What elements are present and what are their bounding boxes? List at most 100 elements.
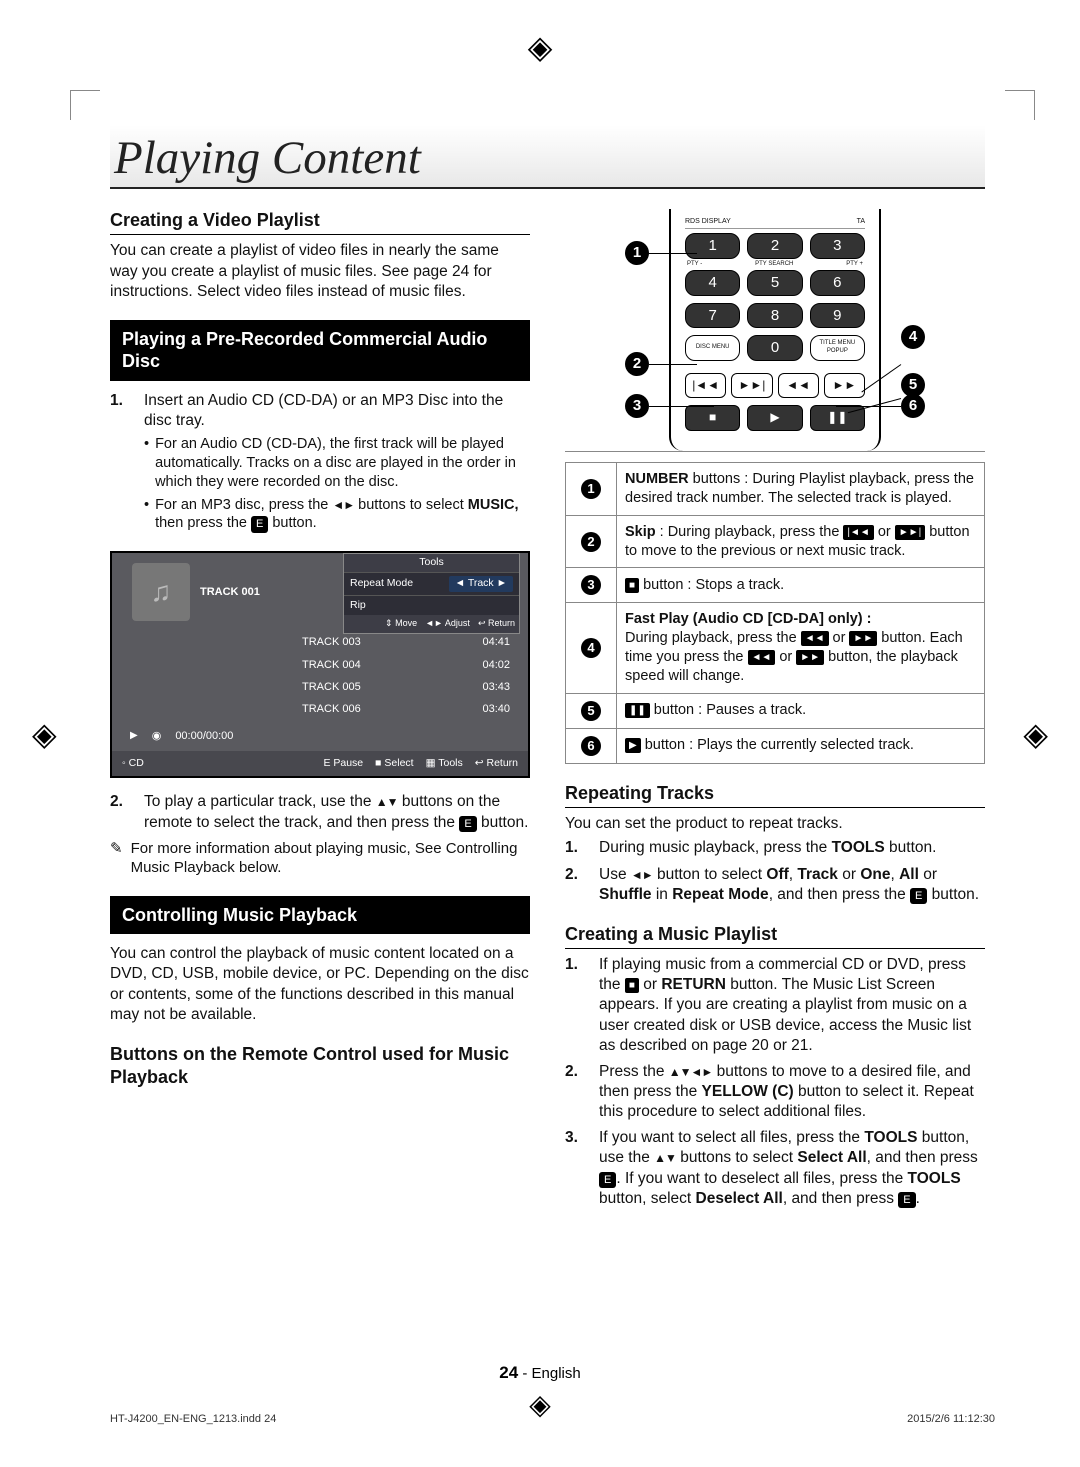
next-track-icon: ►►| xyxy=(895,525,925,540)
stop-icon: ■ xyxy=(625,578,639,593)
callout-3: 3 xyxy=(625,394,649,418)
list-item: 2. To play a particular track, use the ▲… xyxy=(110,792,530,832)
page-title: Playing Content xyxy=(114,131,985,185)
list-item: 3.If you want to select all files, press… xyxy=(565,1128,985,1209)
enter-icon: E xyxy=(459,816,476,832)
play-triangle-icon: ▶ xyxy=(130,729,138,742)
crop-mark-icon: ◈ xyxy=(528,28,553,66)
rewind-icon: ◄◄ xyxy=(801,631,829,646)
repeat-mode-label: Repeat Mode xyxy=(350,577,413,591)
section-heading: Repeating Tracks xyxy=(565,782,985,808)
remote-key-0: 0 xyxy=(747,335,802,361)
rewind-icon: ◄◄ xyxy=(748,650,776,665)
crop-corner xyxy=(70,90,108,128)
callout-2: 2 xyxy=(625,352,649,376)
table-cell: ❚❚ button : Pauses a track. xyxy=(617,693,985,728)
crop-mark-icon: ◈ xyxy=(1023,715,1048,753)
forward-icon: ►► xyxy=(796,650,824,665)
right-column: RDS DISPLAYTA 1 2 3 PTY -PTY SEARCHPTY +… xyxy=(565,209,985,1215)
source-file-label: HT-J4200_EN-ENG_1213.indd 24 xyxy=(110,1413,276,1425)
sub-bullet: For an Audio CD (CD-DA), the first track… xyxy=(144,435,530,492)
remote-control: RDS DISPLAYTA 1 2 3 PTY -PTY SEARCHPTY +… xyxy=(669,209,881,451)
track-row: TRACK 00603:40 xyxy=(112,698,528,720)
enter-icon: E xyxy=(599,1172,616,1188)
remote-forward-button: ►► xyxy=(824,373,865,399)
note-icon: ✎ xyxy=(110,839,123,878)
enter-icon: E xyxy=(898,1192,915,1208)
crop-corner xyxy=(997,90,1035,128)
remote-next-button: ►►| xyxy=(731,373,772,399)
tools-panel: Tools Repeat Mode◄ Track ► Rip ⇕ Move ◄►… xyxy=(343,553,520,634)
left-column: Creating a Video Playlist You can create… xyxy=(110,209,530,1215)
left-right-icon: ◄► xyxy=(631,868,653,884)
remote-rewind-button: ◄◄ xyxy=(778,373,819,399)
remote-key-6: 6 xyxy=(810,270,865,296)
callout-6: 6 xyxy=(901,394,925,418)
table-cell: Skip : During playback, press the |◄◄ or… xyxy=(617,515,985,568)
remote-prev-button: |◄◄ xyxy=(685,373,726,399)
left-right-icon: ◄► xyxy=(332,498,354,514)
pause-icon: ❚❚ xyxy=(625,703,650,718)
callout-1: 1 xyxy=(625,241,649,265)
remote-key-3: 3 xyxy=(810,233,865,259)
remote-figure: RDS DISPLAYTA 1 2 3 PTY -PTY SEARCHPTY +… xyxy=(565,209,985,452)
section-heading: Creating a Video Playlist xyxy=(110,209,530,235)
remote-key-8: 8 xyxy=(747,303,802,329)
enter-icon: E xyxy=(910,888,927,904)
remote-key-5: 5 xyxy=(747,270,802,296)
enter-icon: E xyxy=(251,516,268,532)
remote-stop-button: ■ xyxy=(685,405,740,431)
rip-label: Rip xyxy=(350,599,366,613)
section-heading-bar: Playing a Pre-Recorded Commercial Audio … xyxy=(110,320,530,381)
remote-key-2: 2 xyxy=(747,233,802,259)
playback-time: 00:00/00:00 xyxy=(175,729,233,743)
up-down-icon: ▲▼ xyxy=(376,795,398,811)
table-cell: Fast Play (Audio CD [CD-DA] only) :Durin… xyxy=(617,603,985,693)
crop-mark-icon: ◈ xyxy=(529,1388,551,1421)
note-row: ✎ For more information about playing mus… xyxy=(110,839,530,878)
body-text: You can create a playlist of video files… xyxy=(110,241,530,301)
crop-mark-icon: ◈ xyxy=(32,715,57,753)
list-item: 2.Press the ▲▼◄► buttons to move to a de… xyxy=(565,1062,985,1122)
list-item: 1.If playing music from a commercial CD … xyxy=(565,955,985,1056)
disc-icon: ◉ xyxy=(152,729,162,743)
music-note-icon: ♫ xyxy=(132,563,190,621)
current-track-label: TRACK 001 xyxy=(200,585,260,599)
table-cell: NUMBER buttons : During Playlist playbac… xyxy=(617,463,985,516)
tools-title: Tools xyxy=(344,554,519,572)
stop-icon: ■ xyxy=(625,978,639,993)
table-cell: ■ button : Stops a track. xyxy=(617,568,985,603)
timestamp-label: 2015/2/6 11:12:30 xyxy=(907,1413,995,1425)
callout-4: 4 xyxy=(901,325,925,349)
page-footer: 24 - English xyxy=(0,1363,1080,1383)
section-heading-bar: Controlling Music Playback xyxy=(110,896,530,935)
page-title-band: Playing Content xyxy=(110,125,985,189)
play-icon: ▶ xyxy=(625,738,641,753)
remote-play-button: ▶ xyxy=(747,405,802,431)
list-item: 1. Insert an Audio CD (CD-DA) or an MP3 … xyxy=(110,391,530,538)
nav-icon: ▲▼◄► xyxy=(669,1065,713,1081)
sub-bullet: For an MP3 disc, press the ◄► buttons to… xyxy=(144,496,530,534)
body-text: You can set the product to repeat tracks… xyxy=(565,814,985,834)
track-row: TRACK 00503:43 xyxy=(112,676,528,698)
table-cell: ▶ button : Plays the currently selected … xyxy=(617,728,985,763)
track-row: TRACK 00304:41 xyxy=(112,631,528,653)
section-subheading: Buttons on the Remote Control used for M… xyxy=(110,1043,530,1092)
list-item: 1.During music playback, press the TOOLS… xyxy=(565,838,985,858)
remote-key-title-menu: TITLE MENUPOPUP xyxy=(810,335,865,361)
remote-key-9: 9 xyxy=(810,303,865,329)
remote-key-disc-menu: DISC MENU xyxy=(685,335,740,361)
remote-key-1: 1 xyxy=(685,233,740,259)
section-heading: Creating a Music Playlist xyxy=(565,923,985,949)
player-screenshot: ♫ TRACK 001 Tools Repeat Mode◄ Track ► R… xyxy=(110,551,530,778)
up-down-icon: ▲▼ xyxy=(654,1151,676,1167)
prev-track-icon: |◄◄ xyxy=(843,525,873,540)
source-label: CD xyxy=(129,757,144,769)
forward-icon: ►► xyxy=(849,631,877,646)
repeat-mode-value: Track xyxy=(468,577,494,589)
track-row: TRACK 00404:02 xyxy=(112,654,528,676)
body-text: You can control the playback of music co… xyxy=(110,944,530,1025)
remote-key-7: 7 xyxy=(685,303,740,329)
remote-key-4: 4 xyxy=(685,270,740,296)
button-description-table: 1NUMBER buttons : During Playlist playba… xyxy=(565,462,985,764)
